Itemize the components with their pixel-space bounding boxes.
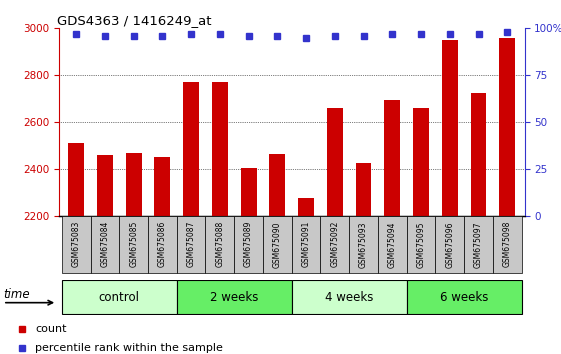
Text: GSM675093: GSM675093 — [359, 221, 368, 268]
Bar — [212, 82, 228, 216]
Text: 4 weeks: 4 weeks — [325, 291, 374, 304]
Bar — [435, 216, 464, 273]
Text: control: control — [99, 291, 140, 304]
Text: GSM675096: GSM675096 — [445, 221, 454, 268]
Text: GSM675098: GSM675098 — [503, 221, 512, 268]
Bar — [327, 108, 343, 216]
Text: GSM675086: GSM675086 — [158, 221, 167, 268]
Bar — [62, 280, 177, 314]
Bar — [493, 216, 522, 273]
Text: GSM675091: GSM675091 — [302, 221, 311, 268]
Text: percentile rank within the sample: percentile rank within the sample — [35, 343, 223, 353]
Bar — [97, 155, 113, 216]
Bar — [320, 216, 349, 273]
Text: GSM675097: GSM675097 — [474, 221, 483, 268]
Text: GSM675092: GSM675092 — [330, 221, 339, 268]
Bar — [384, 100, 400, 216]
Bar — [407, 216, 435, 273]
Bar — [205, 216, 234, 273]
Text: count: count — [35, 324, 67, 333]
Bar — [292, 216, 320, 273]
Bar — [464, 216, 493, 273]
Text: GSM675090: GSM675090 — [273, 221, 282, 268]
Bar — [126, 153, 141, 216]
Bar — [183, 82, 199, 216]
Text: GDS4363 / 1416249_at: GDS4363 / 1416249_at — [57, 14, 211, 27]
Bar — [90, 216, 119, 273]
Bar — [499, 38, 515, 216]
Text: time: time — [3, 288, 30, 301]
Text: GSM675085: GSM675085 — [129, 221, 138, 268]
Bar — [407, 280, 522, 314]
Bar — [119, 216, 148, 273]
Bar — [442, 40, 458, 216]
Text: GSM675088: GSM675088 — [215, 221, 224, 267]
Bar — [234, 216, 263, 273]
Text: GSM675095: GSM675095 — [417, 221, 426, 268]
Bar — [148, 216, 177, 273]
Bar — [154, 157, 171, 216]
Bar — [378, 216, 407, 273]
Bar — [62, 216, 90, 273]
Text: GSM675089: GSM675089 — [244, 221, 253, 268]
Text: 6 weeks: 6 weeks — [440, 291, 489, 304]
Bar — [471, 93, 486, 216]
Bar — [413, 108, 429, 216]
Text: GSM675084: GSM675084 — [100, 221, 109, 268]
Bar — [356, 163, 371, 216]
Bar — [269, 154, 285, 216]
Text: 2 weeks: 2 weeks — [210, 291, 259, 304]
Bar — [349, 216, 378, 273]
Text: GSM675094: GSM675094 — [388, 221, 397, 268]
Bar — [292, 280, 407, 314]
Bar — [177, 216, 205, 273]
Bar — [177, 280, 292, 314]
Bar — [298, 198, 314, 216]
Text: GSM675087: GSM675087 — [187, 221, 196, 268]
Bar — [68, 143, 84, 216]
Bar — [241, 168, 256, 216]
Text: GSM675083: GSM675083 — [72, 221, 81, 268]
Bar — [263, 216, 292, 273]
